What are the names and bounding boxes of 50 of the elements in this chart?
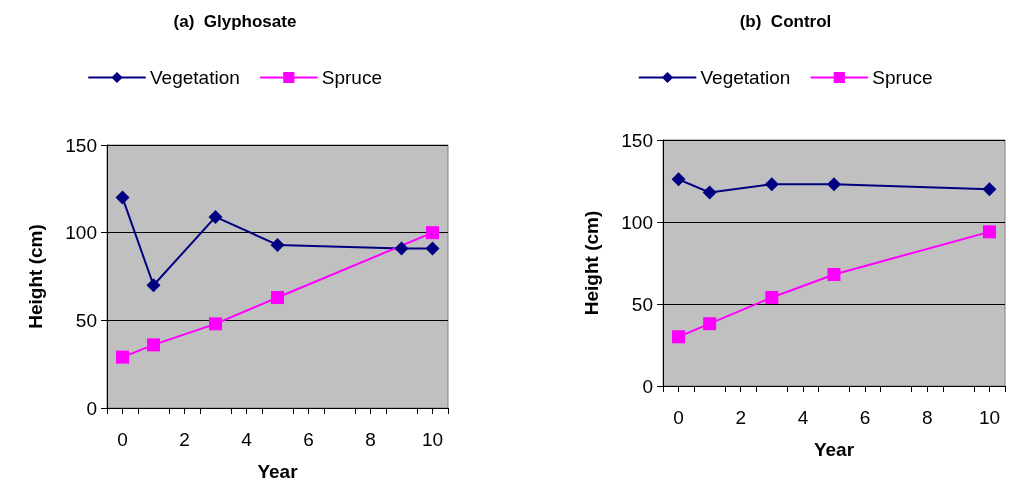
y-tick-label: 150 xyxy=(65,134,97,156)
x-tick-label: 10 xyxy=(421,429,444,450)
point xyxy=(271,291,284,305)
x-axis-title: Year xyxy=(257,461,299,482)
legend-label: Vegetation xyxy=(700,67,791,88)
x-tick-label: 10 xyxy=(978,407,1001,428)
legend-label: Spruce xyxy=(321,67,383,88)
point xyxy=(827,267,841,281)
x-tick-label: 0 xyxy=(673,407,684,428)
y-tick-label: 100 xyxy=(621,211,653,233)
x-tick-label: 8 xyxy=(921,407,933,428)
point xyxy=(764,177,779,192)
legend-label: Spruce xyxy=(872,67,933,88)
legend-label: Vegetation xyxy=(150,67,240,88)
x-tick-label: 8 xyxy=(365,429,376,450)
point xyxy=(672,330,686,344)
point xyxy=(702,185,717,200)
point xyxy=(115,190,130,205)
point xyxy=(426,226,439,240)
point xyxy=(116,350,129,364)
x-tick-label: 2 xyxy=(735,407,747,428)
x-tick-label: 0 xyxy=(117,429,128,450)
x-tick-label: 2 xyxy=(179,429,190,450)
point xyxy=(982,182,997,197)
point xyxy=(147,338,160,352)
y-tick-label: 100 xyxy=(65,222,97,244)
y-tick-label: 50 xyxy=(631,293,653,315)
y-axis-title: Height (cm) xyxy=(25,224,46,329)
x-axis-title: Year xyxy=(813,439,855,460)
x-tick-label: 6 xyxy=(303,429,314,450)
x-tick-label: 4 xyxy=(797,407,809,428)
y-tick-label: 150 xyxy=(621,129,653,151)
x-tick-label: 6 xyxy=(859,407,871,428)
point xyxy=(827,177,841,192)
point xyxy=(146,278,161,293)
point xyxy=(671,172,686,187)
x-tick-label: 4 xyxy=(241,429,253,450)
point xyxy=(394,241,409,256)
point xyxy=(425,241,440,256)
point xyxy=(270,237,285,252)
point xyxy=(765,290,779,304)
y-tick-label: 50 xyxy=(75,309,97,331)
chart-title: (b) Control xyxy=(739,12,832,31)
chart-title: (a) Glyphosate xyxy=(173,12,297,31)
point xyxy=(703,317,717,331)
point xyxy=(982,225,996,239)
y-tick-label: 0 xyxy=(642,375,653,397)
y-axis-title: Height (cm) xyxy=(581,210,602,316)
point xyxy=(209,317,222,331)
point xyxy=(208,209,223,224)
